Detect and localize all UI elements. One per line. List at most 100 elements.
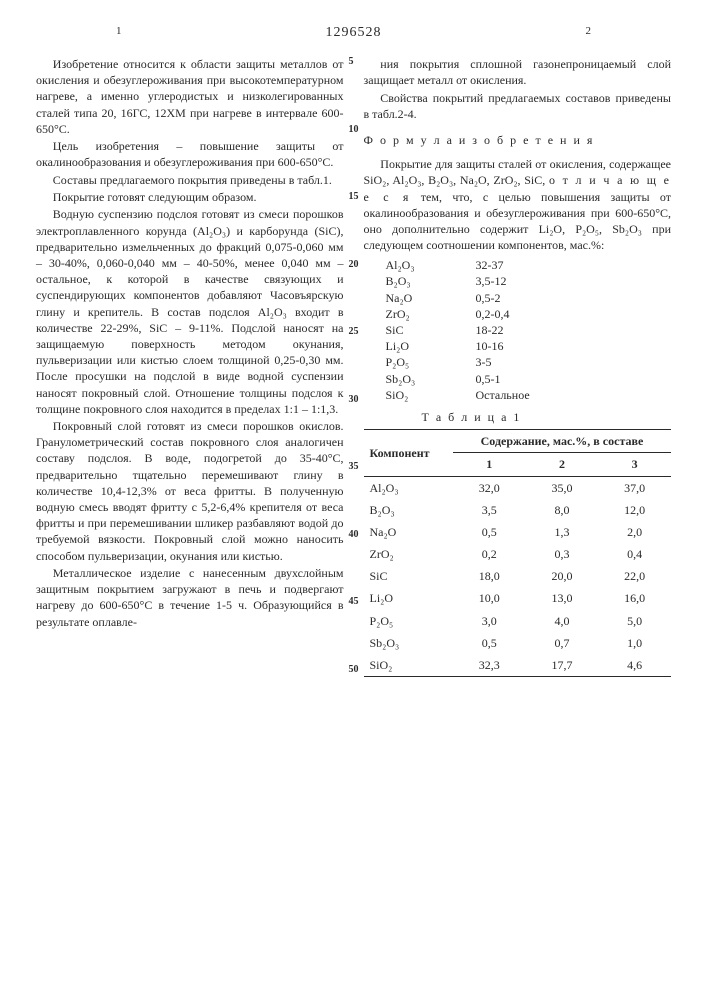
cell: 3,5 <box>453 499 526 521</box>
cell: 2,0 <box>598 521 671 543</box>
comp-value: 0,5-2 <box>476 290 501 306</box>
line-marker: 50 <box>349 663 359 677</box>
list-item: Sb₂O₃0,5-1 <box>386 371 672 387</box>
cell: Al₂O₃ <box>364 476 453 499</box>
paragraph: Металлическое изделие с нанесенным двухс… <box>36 565 344 630</box>
cell: 0,3 <box>526 543 599 565</box>
table-row: Na₂O0,51,32,0 <box>364 521 672 543</box>
table-row: P₂O₅3,04,05,0 <box>364 610 672 632</box>
cell: Sb₂O₃ <box>364 632 453 654</box>
page-header: 1 1296528 2 <box>36 24 671 46</box>
list-item: B₂O₃3,5-12 <box>386 273 672 289</box>
comp-name: SiO₂ <box>386 387 476 403</box>
comp-name: ZrO₂ <box>386 306 476 322</box>
paragraph: Свойства покрытий предлагаемых составов … <box>364 90 672 122</box>
comp-name: Na₂O <box>386 290 476 306</box>
cell: SiO₂ <box>364 654 453 677</box>
cell: Na₂O <box>364 521 453 543</box>
cell: 32,0 <box>453 476 526 499</box>
line-marker: 10 <box>349 123 359 137</box>
composition-table: Компонент Содержание, мас.%, в составе 1… <box>364 429 672 677</box>
comp-value: 0,2-0,4 <box>476 306 510 322</box>
table-row: Li₂O10,013,016,0 <box>364 587 672 609</box>
paragraph: Водную суспензию подслоя готовят из смес… <box>36 206 344 416</box>
cell: Li₂O <box>364 587 453 609</box>
comp-value: 10-16 <box>476 338 504 354</box>
page-number-left: 1 <box>116 24 122 39</box>
line-marker: 25 <box>349 325 359 339</box>
component-list: Al₂O₃32-37 B₂O₃3,5-12 Na₂O0,5-2 ZrO₂0,2-… <box>386 257 672 403</box>
cell: SiC <box>364 565 453 587</box>
paragraph: Изобретение относится к области защиты м… <box>36 56 344 137</box>
comp-value: Остальное <box>476 387 530 403</box>
cell: 1,0 <box>598 632 671 654</box>
col-header: Содержание, мас.%, в составе <box>453 430 671 453</box>
line-marker: 30 <box>349 393 359 407</box>
line-marker: 45 <box>349 595 359 609</box>
cell: 17,7 <box>526 654 599 677</box>
comp-name: P₂O₅ <box>386 354 476 370</box>
cell: 4,0 <box>526 610 599 632</box>
list-item: P₂O₅3-5 <box>386 354 672 370</box>
list-item: ZrO₂0,2-0,4 <box>386 306 672 322</box>
cell: ZrO₂ <box>364 543 453 565</box>
cell: 20,0 <box>526 565 599 587</box>
line-marker: 35 <box>349 460 359 474</box>
comp-name: B₂O₃ <box>386 273 476 289</box>
comp-name: SiC <box>386 322 476 338</box>
list-item: Na₂O0,5-2 <box>386 290 672 306</box>
col-header: 3 <box>598 453 671 476</box>
paragraph: ния покрытия сплошной газонепроницаемый … <box>364 56 672 88</box>
comp-value: 3,5-12 <box>476 273 507 289</box>
list-item: Al₂O₃32-37 <box>386 257 672 273</box>
paragraph: Составы предлагаемого покрытия приведены… <box>36 172 344 188</box>
cell: 0,7 <box>526 632 599 654</box>
table-row: Al₂O₃32,035,037,0 <box>364 476 672 499</box>
comp-value: 3-5 <box>476 354 492 370</box>
comp-value: 18-22 <box>476 322 504 338</box>
line-marker: 40 <box>349 528 359 542</box>
comp-name: Li₂O <box>386 338 476 354</box>
table-row: B₂O₃3,58,012,0 <box>364 499 672 521</box>
cell: 0,5 <box>453 521 526 543</box>
cell: 12,0 <box>598 499 671 521</box>
right-column: ния покрытия сплошной газонепроницаемый … <box>364 56 672 677</box>
comp-name: Al₂O₃ <box>386 257 476 273</box>
cell: 22,0 <box>598 565 671 587</box>
cell: 0,4 <box>598 543 671 565</box>
left-column: Изобретение относится к области защиты м… <box>36 56 344 677</box>
paragraph: Покровный слой готовят из смеси порошков… <box>36 418 344 564</box>
line-marker: 5 <box>349 55 359 69</box>
comp-name: Sb₂O₃ <box>386 371 476 387</box>
paragraph: Покрытие готовят следующим образом. <box>36 189 344 205</box>
cell: 16,0 <box>598 587 671 609</box>
table-row: Sb₂O₃0,50,71,0 <box>364 632 672 654</box>
paragraph: Цель изобретения – повышение защиты от о… <box>36 138 344 170</box>
line-marker: 20 <box>349 258 359 272</box>
claim-paragraph: Покрытие для защиты сталей от окисления,… <box>364 156 672 253</box>
cell: 13,0 <box>526 587 599 609</box>
cell: 32,3 <box>453 654 526 677</box>
table-row: SiO₂32,317,74,6 <box>364 654 672 677</box>
cell: 8,0 <box>526 499 599 521</box>
cell: 10,0 <box>453 587 526 609</box>
cell: 4,6 <box>598 654 671 677</box>
comp-value: 32-37 <box>476 257 504 273</box>
cell: P₂O₅ <box>364 610 453 632</box>
cell: 37,0 <box>598 476 671 499</box>
cell: 5,0 <box>598 610 671 632</box>
list-item: SiO₂Остальное <box>386 387 672 403</box>
table-row: ZrO₂0,20,30,4 <box>364 543 672 565</box>
cell: 1,3 <box>526 521 599 543</box>
formula-heading: Ф о р м у л а и з о б р е т е н и я <box>364 132 672 148</box>
cell: 3,0 <box>453 610 526 632</box>
cell: 18,0 <box>453 565 526 587</box>
patent-number: 1296528 <box>326 24 382 43</box>
col-header: 2 <box>526 453 599 476</box>
col-header: 1 <box>453 453 526 476</box>
list-item: SiC18-22 <box>386 322 672 338</box>
claim-text: тем, что, с целью повышения защиты от ок… <box>364 190 672 253</box>
page-number-right: 2 <box>586 24 592 39</box>
line-number-gutter: 5 10 15 20 25 30 35 40 45 50 <box>349 55 359 676</box>
table-row: SiC18,020,022,0 <box>364 565 672 587</box>
